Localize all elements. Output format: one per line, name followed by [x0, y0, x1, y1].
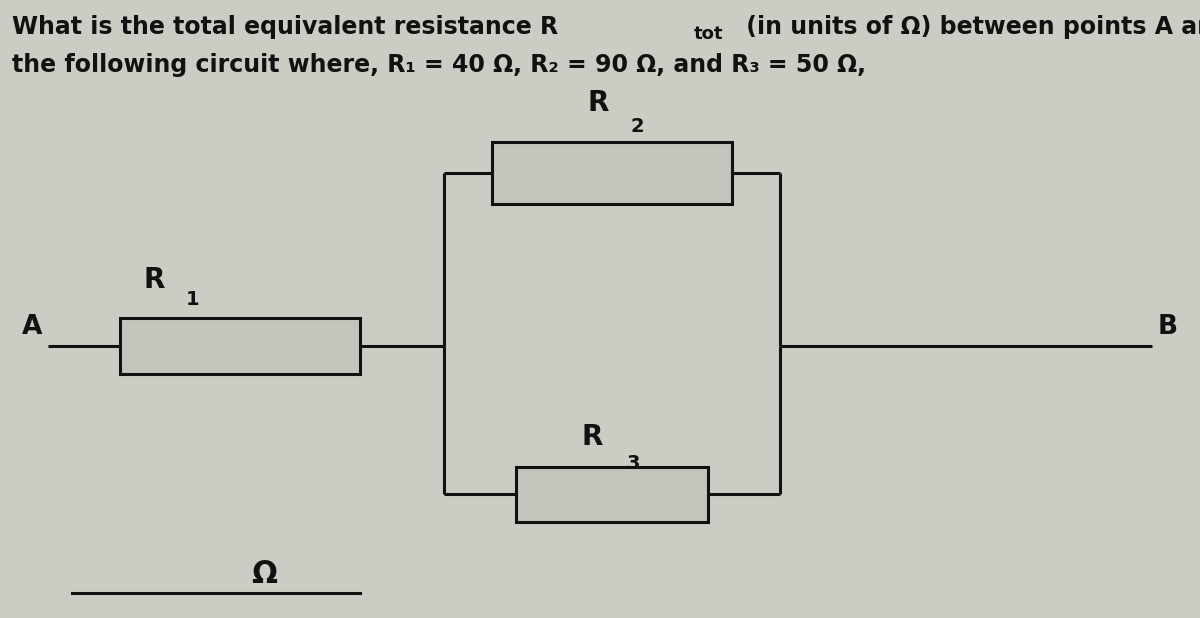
Text: B: B — [1158, 314, 1178, 340]
Text: R: R — [144, 266, 166, 294]
Bar — [492, 142, 732, 204]
Text: the following circuit where, R₁ = 40 Ω, R₂ = 90 Ω, and R₃ = 50 Ω,: the following circuit where, R₁ = 40 Ω, … — [12, 53, 866, 77]
Text: What is the total equivalent resistance R: What is the total equivalent resistance … — [12, 15, 558, 40]
Text: R: R — [588, 90, 610, 117]
Bar — [120, 318, 360, 374]
Text: (in units of Ω) between points A and B in: (in units of Ω) between points A and B i… — [738, 15, 1200, 40]
Text: 3: 3 — [626, 454, 640, 473]
Text: 2: 2 — [630, 117, 643, 136]
Text: tot: tot — [694, 25, 724, 43]
Text: A: A — [22, 314, 42, 340]
Text: Ω: Ω — [251, 561, 277, 589]
Text: R: R — [582, 423, 604, 451]
Text: 1: 1 — [186, 290, 199, 309]
Bar — [516, 467, 708, 522]
